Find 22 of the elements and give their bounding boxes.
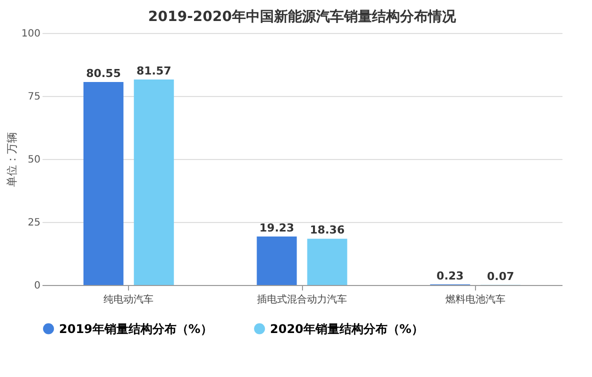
data-label: 0.23 [436,269,464,282]
chart-title: 2019-2020年中国新能源汽车销量结构分布情况 [148,8,457,25]
bar [256,236,297,285]
x-tick-label: 纯电动汽车 [104,294,154,306]
data-label: 80.55 [86,67,121,80]
y-axis-title: 单位：万辆 [5,132,18,187]
data-label: 18.36 [310,224,345,237]
data-label: 0.07 [486,270,514,283]
data-label: 19.23 [259,222,294,235]
y-tick-label: 75 [28,92,40,102]
x-tick-label: 插电式混合动力汽车 [257,294,347,306]
y-tick-label: 50 [28,154,40,166]
bar [83,82,124,285]
bar [134,79,174,285]
bar [307,238,348,285]
data-label: 81.57 [136,64,172,78]
legend-label: 2019年销量结构分布（%） [59,322,212,336]
y-tick-label: 100 [21,28,40,40]
y-tick-label: 25 [28,218,40,228]
y-tick-label: 0 [34,280,40,292]
x-tick-label: 燃料电池汽车 [445,294,506,306]
legend-label: 2020年销量结构分布（%） [270,322,424,336]
